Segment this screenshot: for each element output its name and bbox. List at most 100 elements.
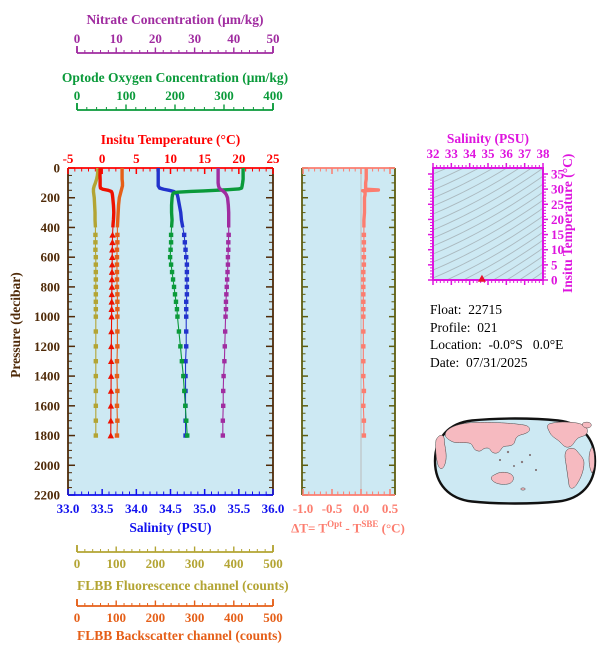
marker-fluorescence bbox=[93, 307, 99, 312]
tick-label: 34.5 bbox=[159, 501, 182, 516]
float-metadata: Float: 22715 Profile: 021 Location: -0.0°S… bbox=[430, 301, 563, 371]
profile-backscatter bbox=[115, 168, 125, 228]
profile-line: Profile: 021 bbox=[430, 319, 563, 337]
density-isoline bbox=[433, 183, 543, 247]
marker-temperature bbox=[108, 261, 116, 268]
marker-nitrate bbox=[225, 254, 231, 260]
marker-oxygen bbox=[167, 254, 173, 260]
marker-temperature bbox=[107, 387, 115, 394]
marker-salinity bbox=[183, 373, 188, 379]
marker-nitrate bbox=[222, 344, 227, 349]
marker-delta_t bbox=[361, 418, 367, 423]
marker-nitrate bbox=[223, 307, 229, 312]
tick-label: 500 bbox=[263, 610, 283, 625]
marker-backscatter bbox=[115, 292, 120, 297]
tick-label: 34 bbox=[463, 146, 477, 161]
marker-temperature bbox=[108, 342, 115, 350]
density-isoline bbox=[505, 255, 543, 280]
marker-salinity bbox=[184, 284, 190, 290]
marker-nitrate bbox=[220, 433, 226, 438]
marker-delta_t bbox=[361, 388, 367, 394]
density-isoline bbox=[433, 175, 543, 239]
salinity-axis-title: Salinity (PSU) bbox=[129, 520, 212, 535]
tick-label: 35.0 bbox=[193, 501, 216, 516]
density-isoline bbox=[433, 168, 495, 199]
tick-label: 20 bbox=[149, 31, 162, 46]
tick-label: 300 bbox=[185, 556, 205, 571]
tick-label: 500 bbox=[263, 556, 283, 571]
marker-backscatter bbox=[115, 240, 120, 245]
tick-label: 0.5 bbox=[382, 501, 399, 516]
tick-label: 35 bbox=[551, 166, 565, 181]
tick-label: 0 bbox=[74, 88, 81, 103]
tick-label: 400 bbox=[224, 610, 244, 625]
delta-t-title-part: ΔT= T bbox=[291, 520, 328, 536]
marker-nitrate bbox=[226, 247, 231, 252]
density-isoline bbox=[433, 312, 543, 374]
tick-label: 0 bbox=[99, 151, 106, 166]
profile-delta_t bbox=[361, 168, 381, 228]
temperature-axis-title: Insitu Temperature (°C) bbox=[100, 132, 241, 147]
tick-label: 34.0 bbox=[125, 501, 148, 516]
marker-salinity bbox=[184, 292, 190, 297]
marker-delta_t bbox=[361, 373, 366, 379]
tick-label: -5 bbox=[63, 151, 74, 166]
marker-salinity bbox=[184, 269, 190, 275]
tick-label: 200 bbox=[146, 610, 166, 625]
tick-label: 33 bbox=[445, 146, 459, 161]
float-label: Float: bbox=[430, 302, 462, 317]
density-isoline bbox=[518, 263, 543, 280]
tick-label: 32 bbox=[427, 146, 440, 161]
marker-salinity bbox=[184, 262, 190, 267]
profile-salinity bbox=[156, 168, 185, 228]
marker-delta_t bbox=[361, 403, 366, 409]
location-label: Location: bbox=[430, 337, 482, 352]
density-isoline bbox=[433, 168, 508, 207]
marker-nitrate bbox=[226, 232, 231, 238]
tick-label: 300 bbox=[185, 610, 205, 625]
profile-nitrate bbox=[216, 168, 231, 228]
marker-nitrate bbox=[225, 269, 230, 275]
marker-nitrate bbox=[223, 314, 228, 319]
density-isoline bbox=[433, 168, 533, 223]
float-value: 22715 bbox=[468, 302, 503, 317]
marker-temperature bbox=[108, 328, 115, 335]
density-isoline bbox=[433, 296, 543, 358]
ts-salinity-axis-title: Salinity (PSU) bbox=[446, 131, 530, 146]
tick-label: 37 bbox=[518, 146, 532, 161]
marker-temperature bbox=[108, 298, 115, 305]
delta-t-title-part: (°C) bbox=[378, 520, 405, 536]
tick-label: 35.5 bbox=[227, 501, 250, 516]
density-isoline bbox=[433, 168, 465, 183]
marker-nitrate bbox=[224, 284, 229, 290]
marker-delta_t bbox=[361, 254, 367, 260]
marker-delta_t bbox=[361, 329, 366, 334]
marker-backscatter bbox=[115, 388, 120, 394]
marker-fluorescence bbox=[93, 277, 99, 282]
tick-label: 20 bbox=[232, 151, 245, 166]
tick-label: 33.5 bbox=[91, 501, 114, 516]
tick-label: 33.0 bbox=[57, 501, 80, 516]
marker-oxygen bbox=[179, 359, 185, 364]
marker-oxygen bbox=[168, 232, 174, 238]
main-profiles bbox=[91, 168, 245, 439]
location-line: Location: -0.0°S 0.0°E bbox=[430, 336, 563, 354]
marker-salinity bbox=[184, 307, 189, 312]
density-isoline bbox=[542, 279, 543, 280]
backscatter-axis-title: FLBB Backscatter channel (counts) bbox=[77, 628, 282, 643]
marker-backscatter bbox=[114, 247, 120, 252]
density-isoline bbox=[433, 168, 543, 231]
marker-oxygen bbox=[175, 314, 180, 319]
density-isoline bbox=[433, 199, 543, 263]
marker-oxygen bbox=[183, 403, 188, 409]
marker-fluorescence bbox=[93, 284, 99, 290]
tick-label: 100 bbox=[116, 88, 136, 103]
date-value: 07/31/2025 bbox=[466, 354, 528, 370]
marker-fluorescence bbox=[93, 388, 99, 394]
marker-nitrate bbox=[220, 418, 226, 423]
marker-backscatter bbox=[114, 254, 120, 260]
tick-label: 400 bbox=[263, 88, 283, 103]
marker-temperature bbox=[107, 357, 115, 365]
